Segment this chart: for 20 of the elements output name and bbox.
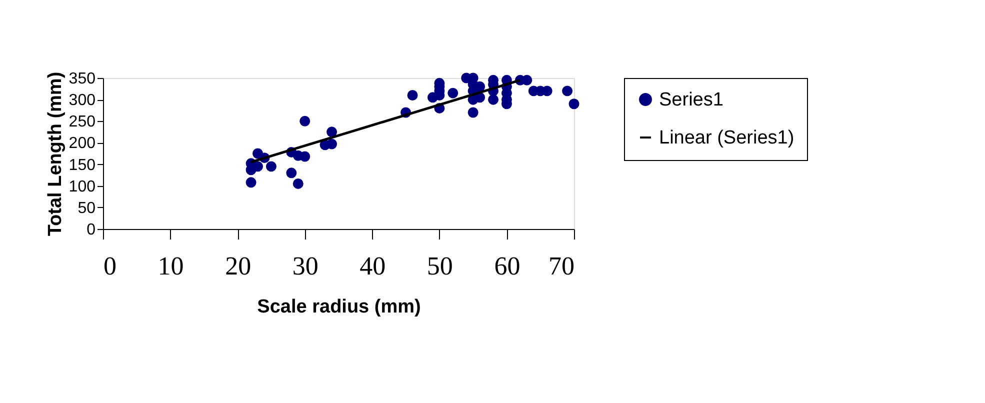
x-tick-label: 60 [494, 252, 520, 280]
y-tick-label: 0 [86, 222, 96, 238]
x-tick-label: 30 [292, 252, 318, 280]
y-tick-label: 300 [68, 92, 96, 110]
y-tick-label: 100 [68, 178, 96, 196]
y-tick-label: 50 [78, 200, 96, 217]
x-tick-label: 20 [225, 252, 252, 280]
y-tick-label: 150 [68, 156, 96, 174]
y-tick-label: 350 [68, 70, 96, 88]
x-axis-title: Scale radius (mm) [257, 296, 421, 318]
y-tick-label: 200 [68, 135, 96, 152]
y-axis-title: Total Length (mm) [44, 72, 66, 236]
legend-label: Linear (Series1) [659, 128, 794, 148]
x-tick-label: 70 [548, 252, 574, 280]
y-tick-label: 250 [68, 114, 96, 131]
x-tick-label: 0 [104, 252, 116, 280]
legend-label: Series1 [659, 90, 724, 110]
x-tick-label: 50 [426, 252, 453, 280]
x-tick-label: 40 [360, 252, 386, 280]
x-tick-label: 10 [158, 252, 184, 280]
